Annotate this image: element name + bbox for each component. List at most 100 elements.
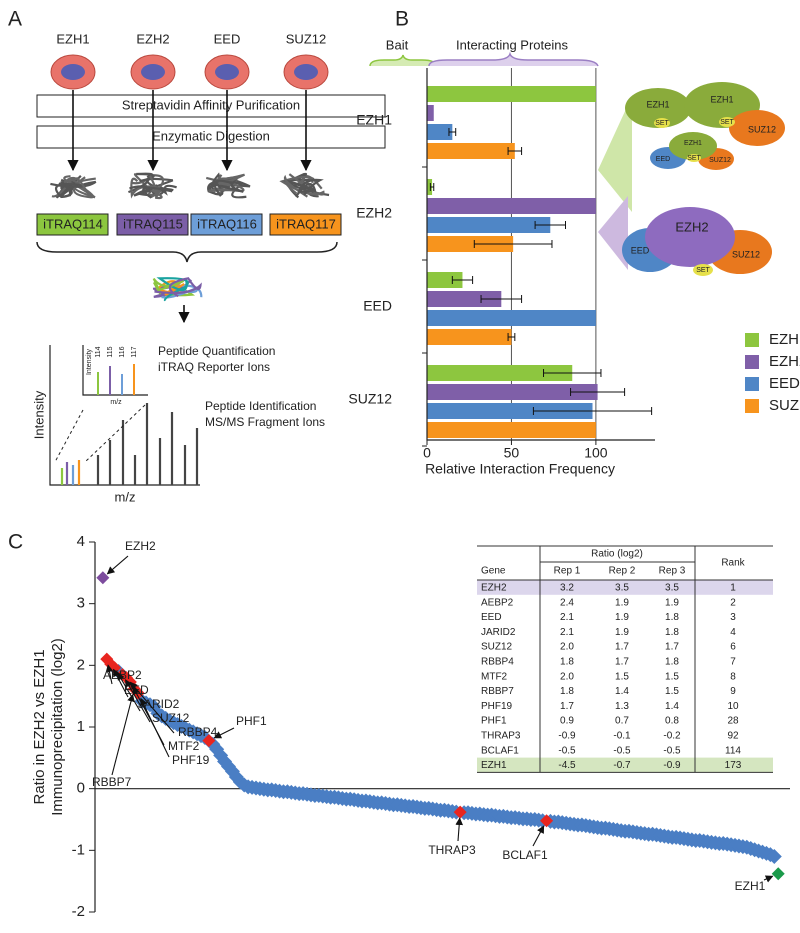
table-header: Gene [481,566,506,577]
table-cell: 7 [730,657,736,668]
table-cell: 1.9 [665,597,679,608]
table-cell: 3.5 [665,583,679,594]
table-cell: 3.5 [615,583,629,594]
protein-label: EZH1 [710,94,733,104]
table-cell: 173 [725,760,742,771]
peptide [63,176,95,199]
tag-label: iTRAQ115 [123,216,183,231]
bar [427,236,514,252]
error-bar [480,295,523,303]
inset-peak-label: 115 [107,346,114,357]
table-cell: 1.8 [665,657,679,668]
table-cell: PHF1 [481,716,507,727]
peptide [213,179,244,197]
bar [427,143,515,159]
nucleus [61,64,85,80]
panel-b: EZH1 SET EZH1 SET SUZ12 EZH1 EED SET SUZ… [348,8,800,477]
annotation-arrow [111,693,135,776]
protein-label: SET [696,267,710,274]
point [202,734,216,748]
inset-ylabel: Intensity [86,348,93,375]
protein [693,264,713,276]
protein [729,110,785,146]
table-header: Rank [721,558,745,569]
annotation-arrow [763,875,774,883]
table-cell: 1.7 [615,642,629,653]
error-bar [532,407,653,415]
table-cell: -0.1 [613,731,631,742]
table-cell: 1.9 [615,597,629,608]
annotation-label: MTF2 [168,739,200,753]
table-cell: -0.5 [663,745,681,756]
annotation-arrow [213,727,235,739]
spectrum-xlabel: m/z [115,489,136,504]
table-cell: 0.7 [615,716,629,727]
bar [427,179,433,195]
bar [427,86,596,102]
bar [427,365,573,381]
inset-xlabel: m/z [110,399,122,406]
peptide [282,172,330,197]
y-tick-label: 0 [77,780,85,797]
legend-label: EZH2 [769,353,800,370]
bar [427,105,434,121]
bar [427,310,596,326]
y-tick-label: EZH2 [356,205,392,221]
table-cell: 2.1 [560,612,574,623]
annotation-arrow [125,679,151,723]
table-cell: 1.5 [615,671,629,682]
protein-label: EED [631,245,650,255]
inset-peak-label: 117 [131,346,138,357]
table-cell: 2.4 [560,597,574,608]
protein-label: SET [720,119,734,126]
zoom-line [54,409,84,463]
tag-box [269,213,342,236]
inset-peak-label: 114 [95,346,102,357]
table-cell: 1.8 [665,612,679,623]
y-tick-label: 2 [77,656,85,673]
legend-label: EZH1 [769,331,800,348]
table-cell: 1.3 [615,701,629,712]
x-tick-label: 0 [423,445,431,461]
bar [427,422,596,438]
protein-label: EZH1 [646,99,669,109]
table-cell: -0.9 [663,760,681,771]
table-cell: JARID2 [481,627,516,638]
table-cell: 4 [730,627,736,638]
table-cell: 9 [730,686,736,697]
bar [427,272,463,288]
y-tick-label: EZH1 [356,112,392,128]
table-cell: 3 [730,612,736,623]
error-bar [534,221,566,229]
table-cell: PHF19 [481,701,513,712]
wedge [598,96,632,212]
ident-label: MS/MS Fragment Ions [205,415,325,429]
step-label: Enzymatic Digestion [152,128,270,143]
peptide [283,174,308,198]
table-cell: 1.7 [615,657,629,668]
spectrum-ylabel: Intensity [31,390,46,439]
table-cell: 1.8 [560,686,574,697]
y-tick-label: 1 [77,718,85,735]
peptide [297,178,324,196]
zoom-line [84,404,146,463]
quant-label: Peptide Quantification [158,344,275,358]
inset-axes [82,345,148,396]
brace [369,54,437,67]
peptide [128,172,155,194]
table-cell: 3.2 [560,583,574,594]
nucleus [141,64,165,80]
table-cell: RBBP7 [481,686,514,697]
annotation-label: AEBP2 [103,668,142,682]
annotation-arrow [117,672,141,712]
peptide [142,184,177,199]
table-cell: 1.4 [615,686,629,697]
table-cell: 1.8 [560,657,574,668]
tag-box [190,213,263,236]
point [771,867,785,881]
table-cell: THRAP3 [481,731,521,742]
protein [719,117,735,127]
table-cell: 114 [725,745,741,756]
y-tick-label: 3 [77,595,85,612]
